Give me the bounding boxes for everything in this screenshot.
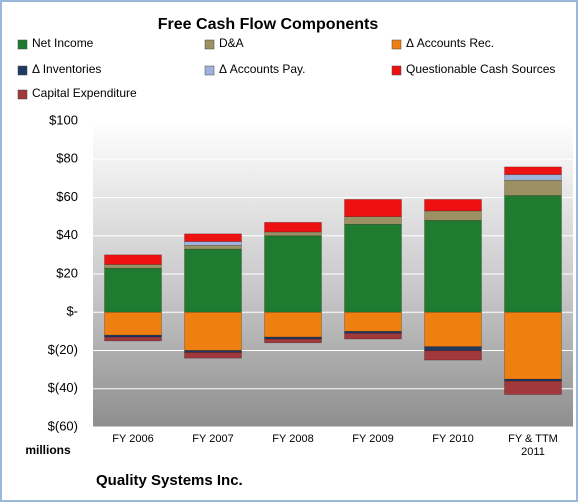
bar-segment bbox=[424, 346, 482, 351]
y-tick-label: $40 bbox=[56, 227, 78, 242]
chart-title: Free Cash Flow Components bbox=[158, 16, 379, 33]
x-tick-label: FY 2007 bbox=[192, 433, 234, 445]
bar-segment bbox=[104, 311, 162, 336]
bar-segment bbox=[504, 380, 562, 395]
y-tick-label: $(20) bbox=[48, 342, 78, 357]
bar-segment bbox=[504, 179, 562, 196]
bar-segment bbox=[104, 267, 162, 313]
x-tick-label: FY 2010 bbox=[432, 433, 474, 445]
bar-segment bbox=[184, 248, 242, 313]
legend-swatch bbox=[17, 65, 28, 76]
legend-swatch bbox=[17, 89, 28, 100]
y-tick-label: $20 bbox=[56, 265, 78, 280]
legend-swatch bbox=[204, 39, 215, 50]
bar-segment bbox=[424, 210, 482, 221]
y-tick-label: $(60) bbox=[48, 418, 78, 433]
bar-segment bbox=[424, 311, 482, 347]
bar-segment bbox=[264, 222, 322, 233]
x-tick-label: FY 2009 bbox=[352, 433, 394, 445]
bar-segment bbox=[344, 216, 402, 225]
bar-segment bbox=[424, 350, 482, 361]
bar-segment bbox=[504, 174, 562, 181]
bar-segment bbox=[184, 245, 242, 250]
y-tick-label: $80 bbox=[56, 151, 78, 166]
bar-segment bbox=[504, 195, 562, 313]
legend-label: Δ Inventories bbox=[32, 62, 101, 76]
bar-segment bbox=[344, 332, 402, 340]
bar-segment bbox=[104, 254, 162, 265]
bar-segment bbox=[264, 338, 322, 344]
legend-label: Δ Accounts Rec. bbox=[406, 36, 494, 50]
legend-label: Capital Expenditure bbox=[32, 86, 137, 100]
legend-swatch bbox=[391, 65, 402, 76]
bar-segment bbox=[344, 199, 402, 217]
bar-segment bbox=[184, 311, 242, 351]
bar-segment bbox=[504, 166, 562, 175]
bar-segment bbox=[344, 311, 402, 332]
x-tick-label: FY & TTM 2011 bbox=[508, 433, 558, 458]
x-tick-label: FY 2006 bbox=[112, 433, 154, 445]
bar-segment bbox=[104, 336, 162, 342]
legend-label: Questionable Cash Sources bbox=[406, 62, 555, 76]
bar-segment bbox=[104, 264, 162, 269]
bar-segment bbox=[424, 220, 482, 313]
unit-label: millions bbox=[25, 443, 71, 457]
y-tick-label: $(40) bbox=[48, 380, 78, 395]
bar-segment bbox=[264, 231, 322, 237]
y-tick-label: $60 bbox=[56, 189, 78, 204]
bar-segment bbox=[264, 311, 322, 338]
bar-segment bbox=[424, 199, 482, 212]
legend-label: Net Income bbox=[32, 36, 94, 50]
legend-label: Δ Accounts Pay. bbox=[219, 62, 306, 76]
legend-label: D&A bbox=[219, 36, 244, 50]
bar-segment bbox=[344, 223, 402, 313]
bar-segment bbox=[504, 311, 562, 380]
footer: Quality Systems Inc. bbox=[96, 472, 243, 489]
legend-swatch bbox=[17, 39, 28, 50]
bar-segment bbox=[184, 233, 242, 242]
y-tick-label: $- bbox=[66, 304, 78, 319]
bar-segment bbox=[184, 352, 242, 359]
y-tick-label: $100 bbox=[49, 112, 78, 127]
x-tick-label: FY 2008 bbox=[272, 433, 314, 445]
bar-segment bbox=[184, 241, 242, 246]
legend-swatch bbox=[391, 39, 402, 50]
bar-segment bbox=[264, 235, 322, 313]
legend-swatch bbox=[204, 65, 215, 76]
